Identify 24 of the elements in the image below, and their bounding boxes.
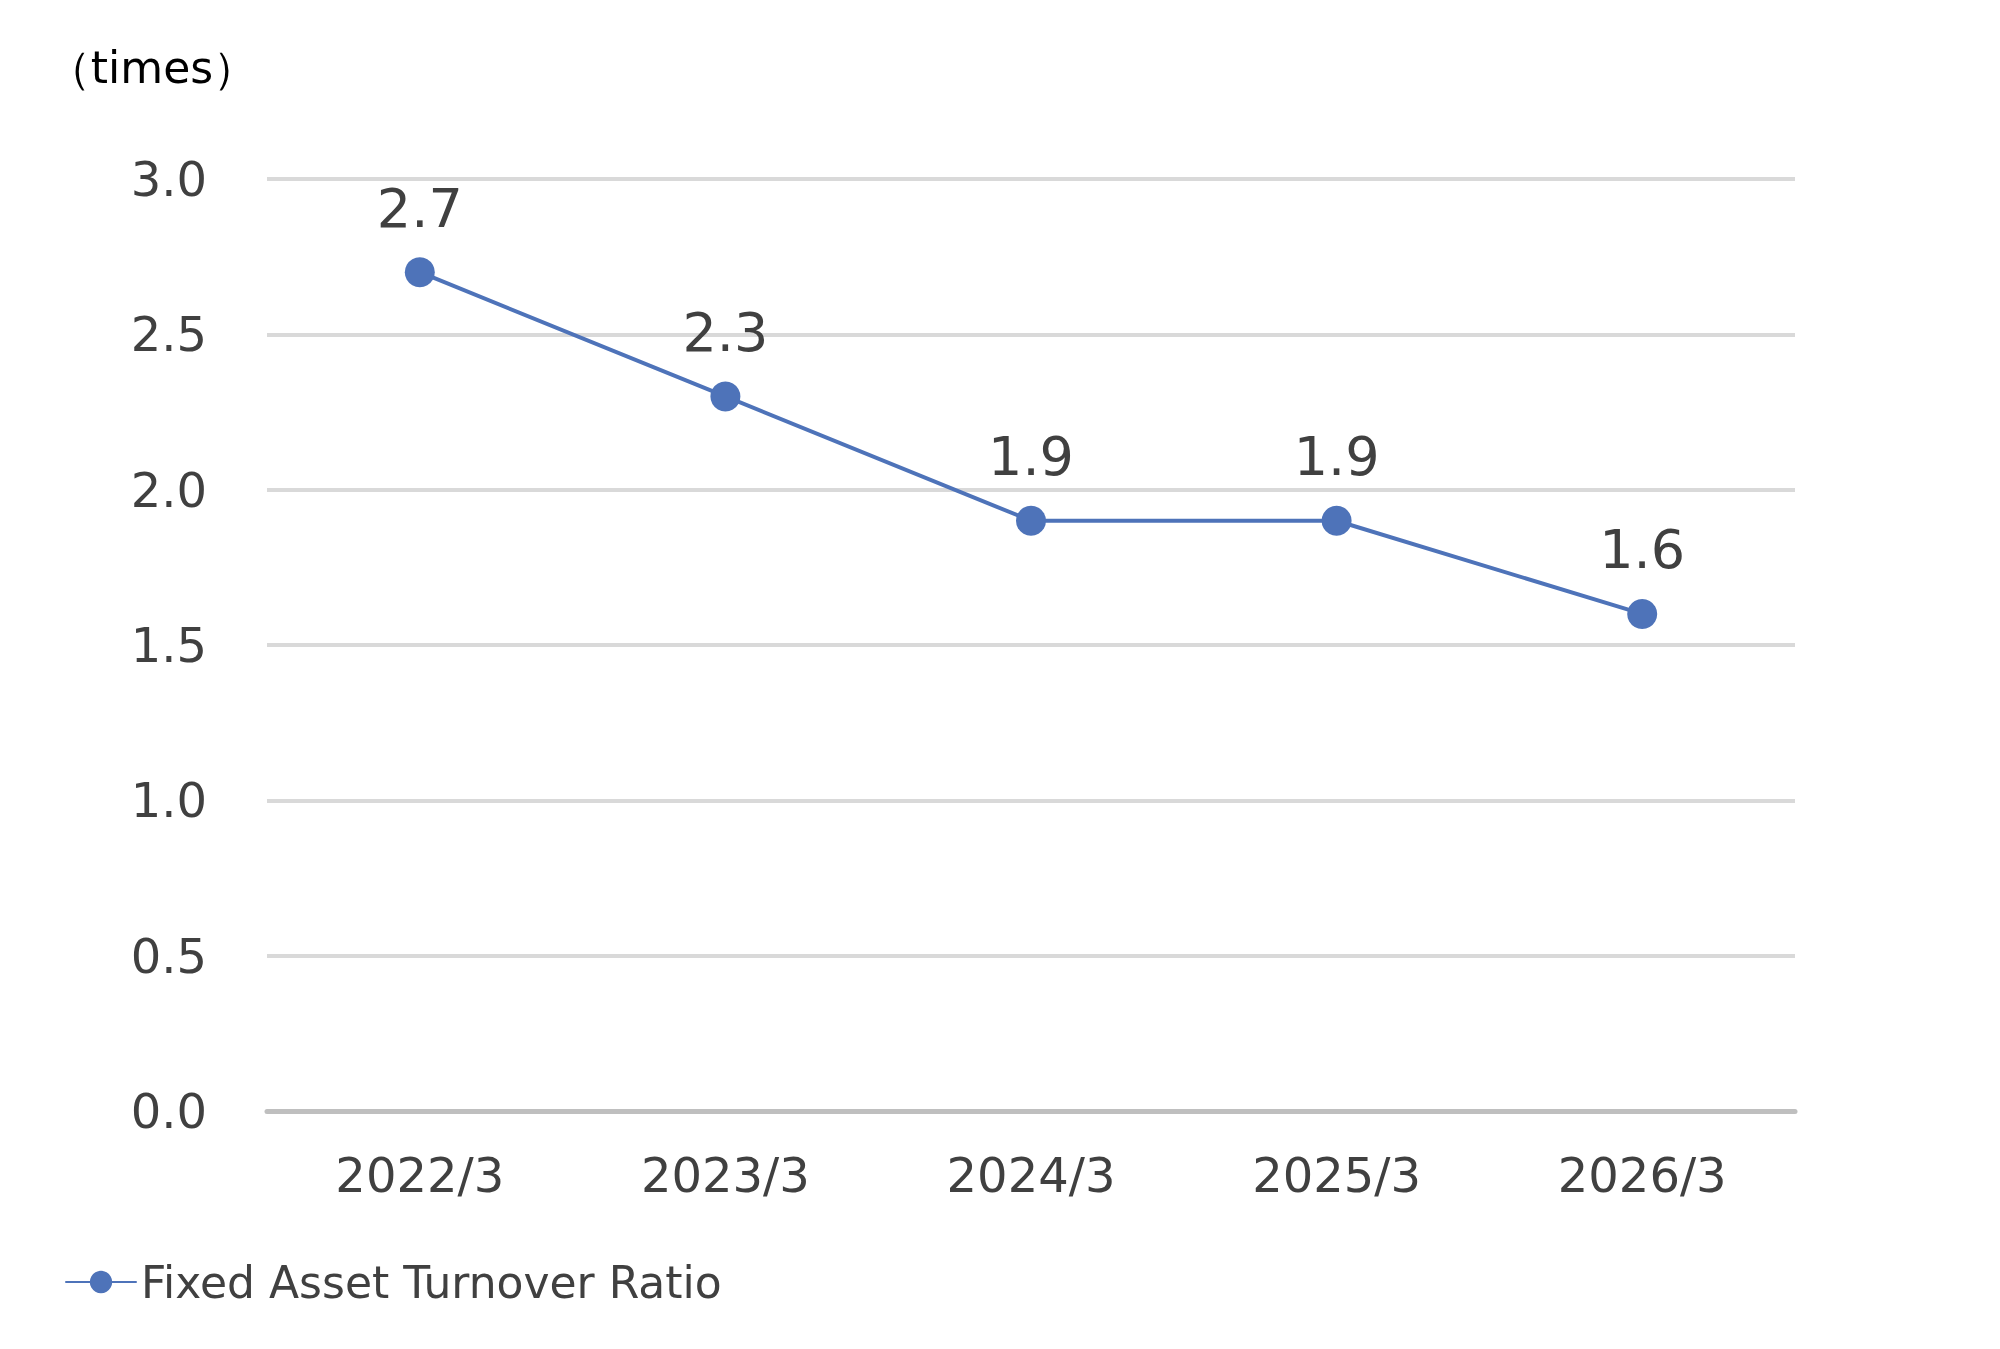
- point: [1627, 598, 1658, 629]
- data-label: 1.9: [1293, 425, 1380, 489]
- y-tick-label: 0.5: [130, 927, 207, 984]
- x-tick-label: 2025/3: [1252, 1147, 1422, 1203]
- y-tick-label: 2.0: [130, 461, 207, 518]
- legend-label: Fixed Asset Turnover Ratio: [141, 1256, 722, 1308]
- y-tick-label: 1.5: [130, 617, 207, 673]
- data-label: 2.3: [682, 300, 769, 364]
- point: [404, 257, 435, 288]
- x-tick-label: 2023/3: [640, 1147, 810, 1203]
- y-tick-label: 1.0: [130, 772, 207, 829]
- point: [710, 381, 741, 412]
- y-tick-label: 2.5: [130, 306, 207, 363]
- y-axis-title: （times）: [46, 41, 258, 93]
- data-label: 1.9: [988, 425, 1074, 489]
- data-label: 1.6: [1599, 518, 1686, 582]
- y-tick-label: 0.0: [130, 1083, 207, 1139]
- point: [1321, 505, 1352, 536]
- point: [1016, 505, 1046, 536]
- y-tick-label: 3.0: [130, 151, 207, 207]
- x-tick-label: 2024/3: [946, 1147, 1116, 1203]
- x-tick-label: 2026/3: [1557, 1147, 1727, 1203]
- x-tick-label: 2022/3: [335, 1147, 505, 1203]
- data-label: 2.7: [376, 176, 463, 240]
